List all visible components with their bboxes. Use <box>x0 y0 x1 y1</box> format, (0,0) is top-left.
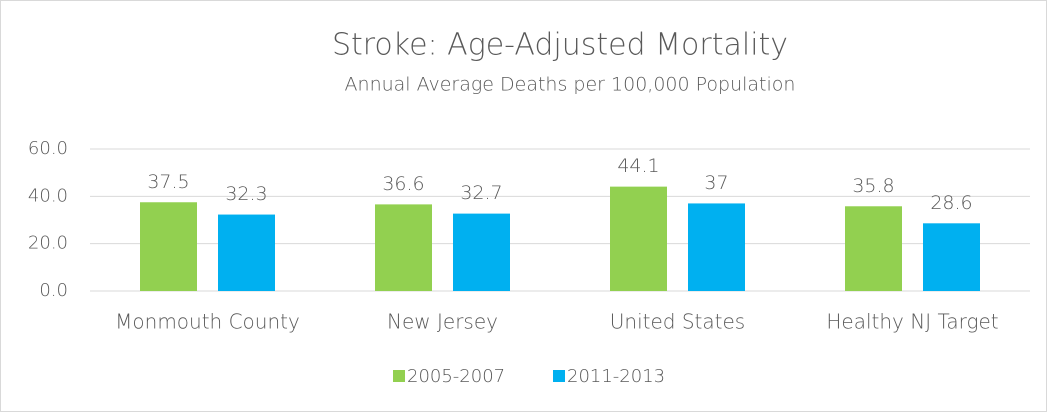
legend-swatch <box>553 370 565 382</box>
data-label: 37.5 <box>147 171 189 193</box>
data-label: 32.7 <box>460 182 502 204</box>
data-label: 36.6 <box>382 173 424 195</box>
bar <box>845 206 902 291</box>
y-tick-label: 60.0 <box>28 138 68 159</box>
data-label: 32.3 <box>225 183 267 205</box>
legend-label: 2011-2013 <box>567 366 665 387</box>
y-tick-label: 0.0 <box>39 280 68 301</box>
x-tick-label: Monmouth County <box>115 310 300 334</box>
x-tick-label: Healthy NJ Target <box>826 310 998 334</box>
chart-title: Stroke: Age-Adjusted Mortality <box>332 28 788 63</box>
bar <box>610 186 667 291</box>
x-tick-label: New Jersey <box>387 310 498 334</box>
data-label: 44.1 <box>617 155 659 177</box>
chart-subtitle: Annual Average Deaths per 100,000 Popula… <box>345 74 796 96</box>
bar <box>140 202 197 291</box>
data-label: 37 <box>704 172 728 194</box>
data-label: 35.8 <box>852 175 894 197</box>
bar <box>688 203 745 291</box>
y-tick-label: 20.0 <box>28 233 68 254</box>
bar <box>923 223 980 291</box>
bar <box>375 204 432 291</box>
bar <box>453 213 510 291</box>
bar <box>218 214 275 291</box>
legend-label: 2005-2007 <box>407 366 505 387</box>
y-tick-label: 40.0 <box>28 185 68 206</box>
x-tick-label: United States <box>610 310 745 334</box>
data-label: 28.6 <box>930 192 972 214</box>
legend-swatch <box>393 370 405 382</box>
